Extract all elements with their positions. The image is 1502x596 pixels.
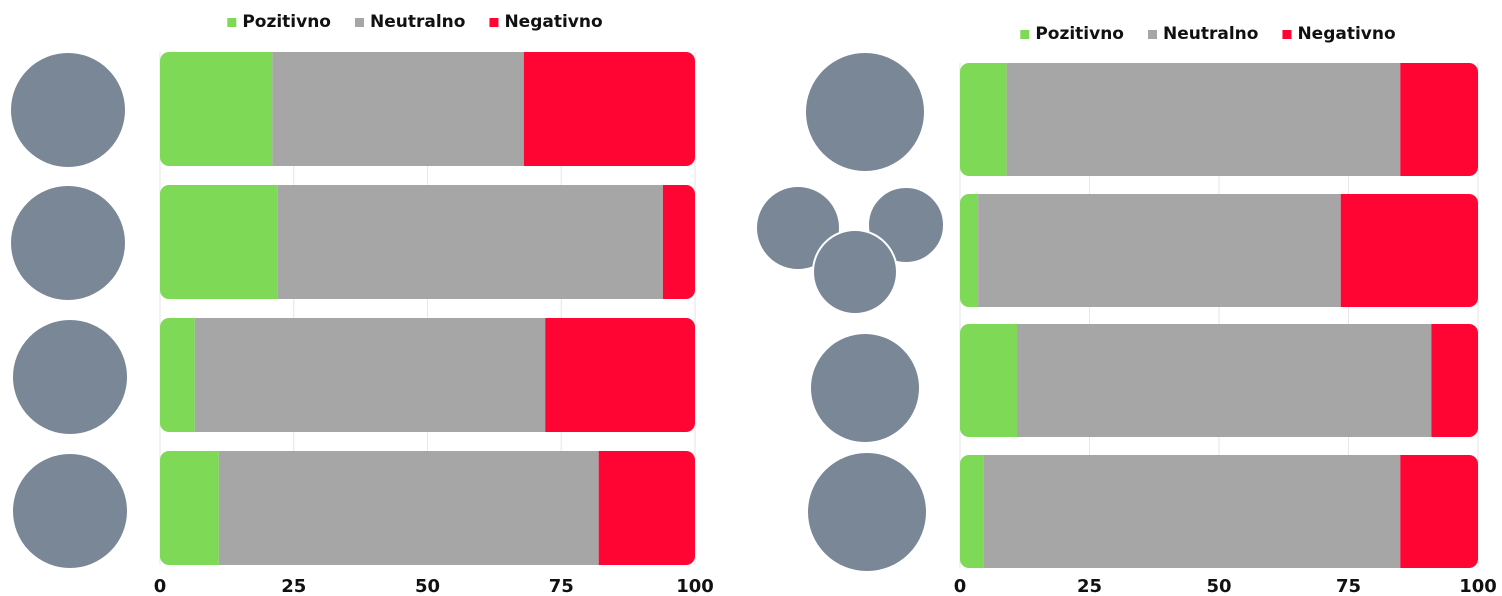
x-tick-label: 50	[415, 576, 440, 596]
bar-segment	[194, 318, 546, 432]
bar-segment	[160, 318, 195, 432]
bar-group	[160, 451, 695, 565]
bar-segment	[523, 52, 695, 166]
bar-segment	[1340, 194, 1478, 307]
x-tick-label: 100	[676, 576, 714, 596]
photo	[812, 229, 898, 315]
bar-segment	[960, 194, 979, 307]
bar-segment	[1006, 63, 1401, 176]
bar-group	[160, 318, 695, 432]
bar-group	[960, 455, 1478, 568]
bar-group	[960, 324, 1478, 437]
x-tick-label: 75	[549, 576, 574, 596]
bar-group	[960, 63, 1478, 176]
legend-swatch	[355, 18, 365, 27]
bar-segment	[1016, 324, 1432, 437]
legend-swatch	[489, 18, 499, 27]
bar-segment	[1400, 63, 1478, 176]
bar-segment	[598, 451, 695, 565]
bar-segment	[218, 451, 599, 565]
legend-swatch	[1020, 30, 1030, 39]
photos	[9, 51, 945, 573]
x-tick-label: 100	[1459, 576, 1497, 596]
photo	[9, 51, 127, 169]
bar-segment	[160, 451, 219, 565]
legend-swatch	[1282, 30, 1292, 39]
photo	[11, 318, 129, 436]
legend-label: Negativno	[1297, 24, 1395, 44]
x-tick-label: 0	[154, 576, 167, 596]
legend-label: Pozitivno	[1035, 24, 1124, 44]
legend-label: Neutralno	[1163, 24, 1258, 44]
bar-segment	[1431, 324, 1478, 437]
x-tick-label: 75	[1336, 576, 1361, 596]
bar-segment	[978, 194, 1341, 307]
bar-segment	[160, 52, 273, 166]
bar-segment	[983, 455, 1401, 568]
bar-group	[160, 185, 695, 299]
legend-swatch	[227, 18, 237, 27]
bar-segment	[160, 185, 278, 299]
photo	[806, 451, 928, 573]
x-tick-label: 50	[1206, 576, 1231, 596]
legend-label: Negativno	[504, 12, 602, 32]
bar-segment	[1400, 455, 1478, 568]
bar-segment	[545, 318, 695, 432]
legend-swatch	[1148, 30, 1158, 39]
bar-segment	[662, 185, 695, 299]
x-tick-label: 25	[281, 576, 306, 596]
x-tick-label: 0	[954, 576, 967, 596]
photo	[11, 452, 129, 570]
photo	[804, 51, 926, 173]
photo	[809, 332, 921, 444]
x-tick-label: 25	[1077, 576, 1102, 596]
bar-segment	[960, 324, 1017, 437]
legend-label: Pozitivno	[242, 12, 331, 32]
legend-label: Neutralno	[370, 12, 465, 32]
bar-segment	[960, 455, 984, 568]
photo	[9, 184, 127, 302]
bar-segment	[277, 185, 663, 299]
bar-segment	[960, 63, 1007, 176]
bar-segment	[272, 52, 524, 166]
bar-group	[960, 194, 1478, 307]
bar-group	[160, 52, 695, 166]
